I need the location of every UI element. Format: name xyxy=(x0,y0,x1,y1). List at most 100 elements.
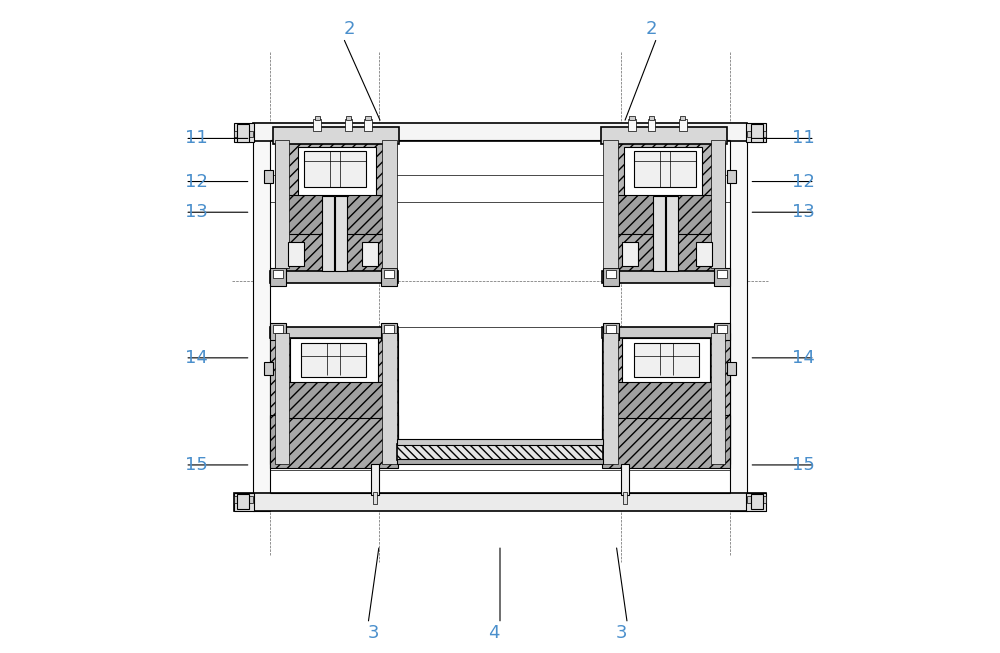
Bar xyxy=(270,333,398,464)
Bar xyxy=(237,124,249,142)
Bar xyxy=(345,119,352,131)
Bar xyxy=(628,119,636,131)
Bar xyxy=(634,343,699,377)
Bar xyxy=(621,464,629,495)
Bar xyxy=(275,140,396,268)
Bar xyxy=(747,131,766,137)
Bar xyxy=(285,195,388,234)
Bar xyxy=(365,116,371,120)
Bar xyxy=(270,268,286,286)
Bar xyxy=(746,493,766,511)
Bar xyxy=(298,147,376,196)
Bar xyxy=(624,147,702,196)
Bar xyxy=(714,268,730,286)
Bar xyxy=(397,439,603,445)
Bar xyxy=(666,196,678,271)
Bar xyxy=(373,492,377,504)
Text: 13: 13 xyxy=(792,203,815,221)
Bar xyxy=(727,170,736,183)
Text: 14: 14 xyxy=(185,349,208,367)
Bar xyxy=(371,464,379,495)
Bar xyxy=(606,325,616,333)
Bar xyxy=(629,116,635,120)
Bar xyxy=(315,116,320,120)
Text: 15: 15 xyxy=(792,456,815,474)
Bar xyxy=(607,382,723,418)
Bar xyxy=(270,323,286,340)
Bar xyxy=(364,119,372,131)
Bar xyxy=(335,196,347,271)
Bar xyxy=(604,140,725,268)
Bar xyxy=(275,140,289,268)
Bar xyxy=(234,123,254,142)
Bar xyxy=(275,333,289,464)
Bar xyxy=(603,333,618,464)
Bar xyxy=(602,326,730,338)
Bar xyxy=(751,494,763,509)
Bar xyxy=(612,195,715,234)
Bar xyxy=(622,338,710,384)
Bar xyxy=(751,124,763,142)
Bar xyxy=(634,151,696,187)
Bar xyxy=(234,496,253,503)
Text: 3: 3 xyxy=(368,624,380,642)
Bar xyxy=(290,338,378,384)
Bar xyxy=(653,196,665,271)
Bar xyxy=(623,492,627,504)
Bar xyxy=(717,270,727,278)
Bar xyxy=(273,325,283,333)
Bar xyxy=(362,242,378,266)
Text: 11: 11 xyxy=(792,129,815,148)
Bar xyxy=(384,270,394,278)
Bar xyxy=(346,116,351,120)
Bar xyxy=(680,116,685,120)
Bar xyxy=(264,362,273,375)
Bar xyxy=(270,271,398,283)
Bar xyxy=(714,323,730,340)
Bar xyxy=(696,242,712,266)
Bar xyxy=(601,127,727,144)
Text: 14: 14 xyxy=(792,349,815,367)
Bar xyxy=(602,271,730,283)
Bar xyxy=(304,151,366,187)
Text: 12: 12 xyxy=(185,172,208,191)
Text: 2: 2 xyxy=(645,20,657,38)
Bar xyxy=(273,270,283,278)
Bar xyxy=(607,232,723,274)
Bar xyxy=(234,493,254,511)
Bar xyxy=(277,382,393,418)
Bar xyxy=(270,415,398,468)
Bar xyxy=(602,333,730,464)
Bar xyxy=(606,270,616,278)
Text: 12: 12 xyxy=(792,172,815,191)
Bar xyxy=(622,242,638,266)
Bar xyxy=(253,123,747,141)
Bar xyxy=(381,323,397,340)
Bar xyxy=(603,323,619,340)
Text: 3: 3 xyxy=(616,624,627,642)
Bar xyxy=(730,123,747,511)
Bar xyxy=(234,493,766,511)
Text: 11: 11 xyxy=(185,129,208,148)
Bar xyxy=(384,325,394,333)
Bar xyxy=(747,496,766,503)
Bar xyxy=(237,494,249,509)
Bar xyxy=(649,116,654,120)
Bar xyxy=(264,170,273,183)
Bar xyxy=(648,119,655,131)
Bar xyxy=(397,459,603,464)
Bar xyxy=(711,140,725,268)
Text: 15: 15 xyxy=(185,456,208,474)
Bar xyxy=(270,326,398,338)
Bar xyxy=(277,232,393,274)
Bar xyxy=(381,268,397,286)
Bar xyxy=(603,140,618,268)
Bar xyxy=(711,333,725,464)
Text: 13: 13 xyxy=(185,203,208,221)
Bar xyxy=(717,325,727,333)
Bar xyxy=(253,123,270,511)
Bar xyxy=(301,343,366,377)
Bar xyxy=(382,140,397,268)
Bar xyxy=(273,127,399,144)
Text: 2: 2 xyxy=(343,20,355,38)
